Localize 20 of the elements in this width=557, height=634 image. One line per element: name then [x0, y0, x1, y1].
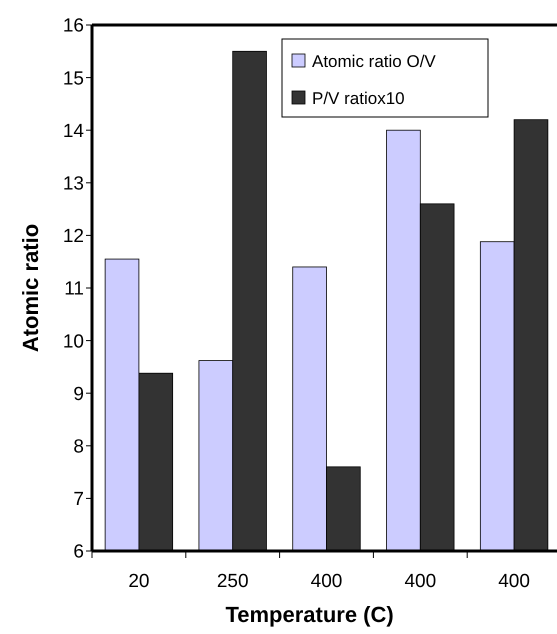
x-axis-title: Temperature (C): [225, 602, 394, 627]
y-tick-label: 9: [73, 384, 84, 405]
y-tick-label: 16: [62, 16, 84, 37]
legend-label: P/V ratiox10: [312, 88, 405, 108]
y-tick-label: 14: [62, 120, 84, 142]
y-axis-title: Atomic ratio: [18, 224, 43, 352]
y-tick-label: 15: [62, 68, 84, 90]
y-tick-label: 11: [64, 278, 84, 300]
legend-label: Atomic ratio O/V: [312, 52, 436, 71]
y-tick-label: 13: [62, 173, 84, 194]
y-tick-label: 6: [73, 542, 84, 563]
x-tick-label: 20: [128, 571, 150, 592]
x-tick-label: 400: [404, 571, 436, 592]
y-tick-label: 7: [73, 489, 84, 510]
y-tick-label: 10: [62, 331, 84, 352]
x-tick-label: 400: [498, 571, 530, 592]
y-tick-label: 12: [62, 226, 84, 248]
y-tick-label: 8: [73, 436, 84, 458]
x-tick-label: 250: [216, 571, 249, 592]
x-tick-label: 400: [310, 571, 342, 592]
